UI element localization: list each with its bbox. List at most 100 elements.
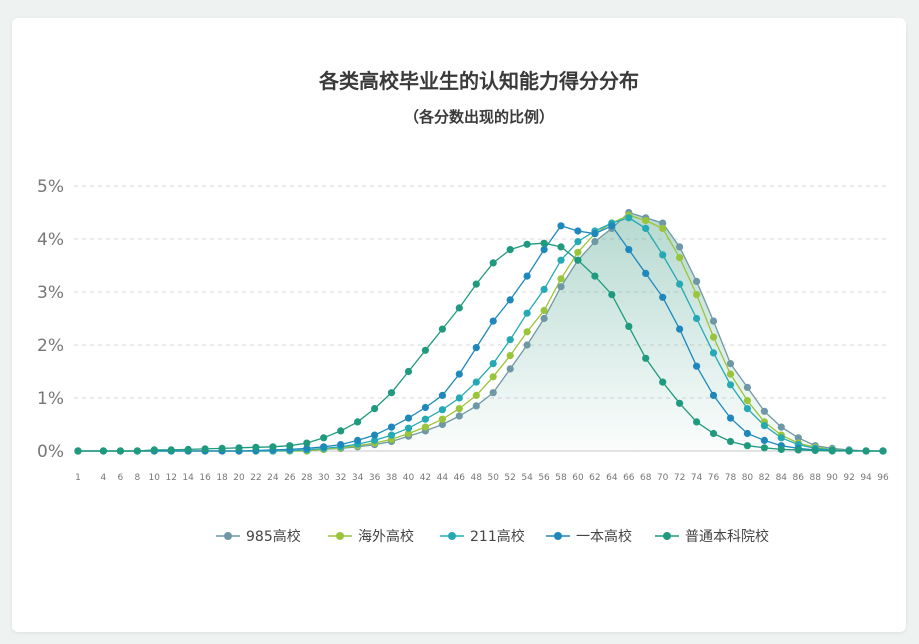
data-point	[455, 412, 463, 420]
data-point	[557, 222, 565, 230]
data-point	[693, 277, 701, 285]
data-point	[540, 239, 548, 247]
data-point	[760, 407, 769, 415]
data-point	[252, 443, 260, 451]
x-tick-label: 80	[742, 473, 754, 483]
x-tick-label: 70	[657, 473, 669, 483]
data-point	[777, 434, 785, 442]
data-point	[743, 405, 752, 413]
data-point	[726, 370, 735, 378]
data-point	[693, 362, 701, 370]
legend-marker	[336, 532, 344, 540]
data-point	[591, 238, 599, 246]
data-point	[591, 272, 599, 280]
data-point	[540, 246, 548, 254]
x-tick-label: 22	[250, 473, 261, 483]
y-tick-label: 0%	[37, 442, 64, 462]
data-point	[659, 219, 667, 227]
x-axis-ticks: 1 4 6 8 10 12 14 16 18 20 22 24 26 28 30 32 34 36 38 40 42 44…	[75, 473, 889, 483]
data-point	[438, 391, 446, 399]
data-point	[354, 436, 362, 444]
data-point	[760, 436, 769, 444]
x-tick-label: 92	[843, 473, 854, 483]
data-point	[659, 224, 667, 232]
data-point	[235, 444, 243, 452]
data-point	[371, 431, 379, 439]
data-point	[760, 444, 769, 452]
data-point	[387, 389, 396, 397]
x-tick-label: 1	[75, 473, 81, 483]
x-tick-label: 52	[504, 473, 515, 483]
data-point	[404, 414, 413, 422]
data-point	[455, 405, 463, 413]
y-tick-label: 1%	[37, 389, 64, 409]
x-tick-label: 14	[182, 473, 194, 483]
x-tick-label: 18	[216, 473, 228, 483]
legend-label: 普通本科院校	[685, 528, 769, 545]
data-point	[693, 291, 701, 299]
data-point	[557, 275, 565, 283]
data-point	[184, 445, 192, 453]
data-point	[489, 373, 497, 381]
legend-label: 211高校	[470, 528, 525, 545]
data-point	[591, 230, 599, 238]
data-point	[404, 424, 413, 432]
data-point	[676, 325, 684, 333]
x-tick-label: 72	[674, 473, 685, 483]
data-point	[709, 317, 718, 325]
data-point	[642, 354, 650, 362]
legend-label: 海外高校	[358, 528, 414, 545]
x-tick-label: 62	[589, 473, 600, 483]
x-tick-label: 44	[437, 473, 449, 483]
x-tick-label: 84	[776, 473, 788, 483]
data-point	[794, 434, 802, 442]
data-point	[472, 344, 480, 352]
data-point	[286, 442, 294, 450]
data-point	[472, 378, 480, 386]
data-point	[489, 360, 497, 368]
data-point	[455, 394, 463, 402]
x-tick-label: 48	[471, 473, 483, 483]
data-point	[421, 415, 429, 423]
y-tick-label: 4%	[37, 230, 64, 250]
data-point	[489, 317, 497, 325]
x-tick-label: 32	[335, 473, 346, 483]
data-point	[438, 415, 446, 423]
data-point	[540, 306, 548, 315]
data-point	[489, 259, 497, 267]
legend-marker	[448, 532, 456, 540]
data-point	[676, 243, 684, 251]
data-point	[794, 446, 802, 454]
data-point	[760, 422, 769, 430]
x-tick-label: 74	[691, 473, 703, 483]
legend-marker	[554, 532, 562, 540]
data-point	[320, 443, 328, 451]
data-point	[506, 296, 514, 304]
x-tick-label: 94	[860, 473, 872, 483]
data-point	[743, 397, 752, 405]
x-tick-label: 66	[623, 473, 635, 483]
y-axis-ticks: 0% 1% 2% 3% 4% 5%	[37, 177, 64, 462]
data-point	[337, 427, 345, 435]
x-tick-label: 6	[118, 473, 124, 483]
data-point	[438, 325, 446, 333]
data-point	[659, 293, 667, 301]
data-point	[133, 447, 141, 455]
data-point	[218, 444, 226, 452]
data-point	[557, 283, 565, 291]
data-point	[371, 405, 379, 413]
data-point	[743, 429, 752, 438]
data-point	[523, 341, 531, 349]
data-point	[862, 447, 870, 455]
data-point	[472, 391, 480, 399]
data-point	[116, 447, 124, 455]
chart-subtitle: （各分数出现的比例）	[404, 108, 554, 126]
chart-title: 各类高校毕业生的认知能力得分分布	[318, 69, 639, 93]
data-point	[455, 370, 463, 378]
data-point	[303, 444, 311, 452]
chart: 各类高校毕业生的认知能力得分分布 （各分数出现的比例） 0% 1% 2% 3% 4% 5%…	[37, 69, 889, 545]
data-point	[404, 429, 413, 438]
data-point	[709, 349, 718, 357]
data-point	[354, 418, 362, 426]
data-point	[472, 280, 480, 288]
